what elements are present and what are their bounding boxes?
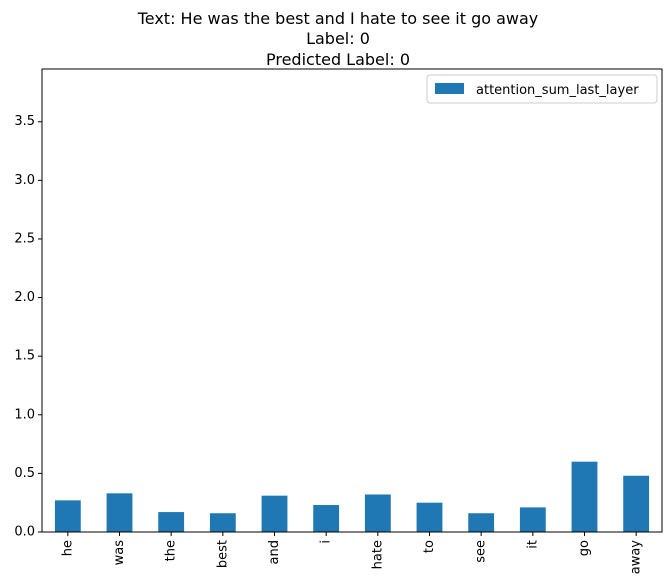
y-tick-label: 0.0 bbox=[14, 525, 35, 540]
bar-i bbox=[313, 505, 340, 532]
title-line-3: Predicted Label: 0 bbox=[266, 50, 410, 69]
bar-to bbox=[416, 502, 443, 532]
x-axis: he was the best and i hate to see it go away bbox=[60, 532, 644, 575]
x-tick-label: go bbox=[577, 540, 592, 556]
legend-label: attention_sum_last_layer bbox=[476, 83, 639, 98]
x-tick-label: was bbox=[112, 540, 127, 566]
y-axis: 0.0 0.5 1.0 1.5 2.0 2.5 3.0 3.5 bbox=[14, 114, 42, 540]
plot-frame bbox=[41, 68, 663, 533]
bar-it bbox=[519, 507, 546, 532]
y-tick-label: 0.5 bbox=[14, 466, 35, 481]
title-line-1: Text: He was the best and I hate to see … bbox=[137, 9, 539, 28]
y-tick-label: 3.0 bbox=[14, 173, 35, 188]
x-tick-label: i bbox=[319, 540, 334, 544]
title-line-2: Label: 0 bbox=[306, 29, 370, 48]
bar-was bbox=[106, 493, 133, 532]
x-tick-label: he bbox=[60, 540, 75, 556]
x-tick-label: it bbox=[525, 540, 540, 549]
legend-swatch bbox=[435, 83, 464, 94]
x-tick-label: hate bbox=[370, 540, 385, 569]
bar-hate bbox=[364, 494, 391, 532]
bar-the bbox=[158, 512, 185, 532]
x-tick-label: best bbox=[215, 540, 230, 568]
chart-title: Text: He was the best and I hate to see … bbox=[137, 9, 539, 69]
x-tick-label: and bbox=[267, 540, 282, 564]
y-tick-label: 2.5 bbox=[14, 231, 35, 246]
bar-and bbox=[261, 495, 288, 532]
x-tick-label: see bbox=[474, 540, 489, 563]
bar-away bbox=[623, 475, 650, 532]
x-tick-label: the bbox=[164, 540, 179, 561]
y-tick-label: 2.0 bbox=[14, 290, 35, 305]
bars-group bbox=[54, 461, 650, 532]
bar-best bbox=[209, 513, 236, 532]
bar-see bbox=[468, 513, 495, 532]
x-tick-label: away bbox=[629, 540, 644, 575]
legend: attention_sum_last_layer bbox=[426, 74, 658, 104]
bar-he bbox=[54, 500, 81, 532]
legend-box bbox=[426, 74, 658, 104]
x-tick-label: to bbox=[422, 540, 437, 553]
y-tick-label: 3.5 bbox=[14, 114, 35, 129]
bar-go bbox=[571, 461, 598, 532]
y-tick-label: 1.5 bbox=[14, 349, 35, 364]
y-tick-label: 1.0 bbox=[14, 407, 35, 422]
